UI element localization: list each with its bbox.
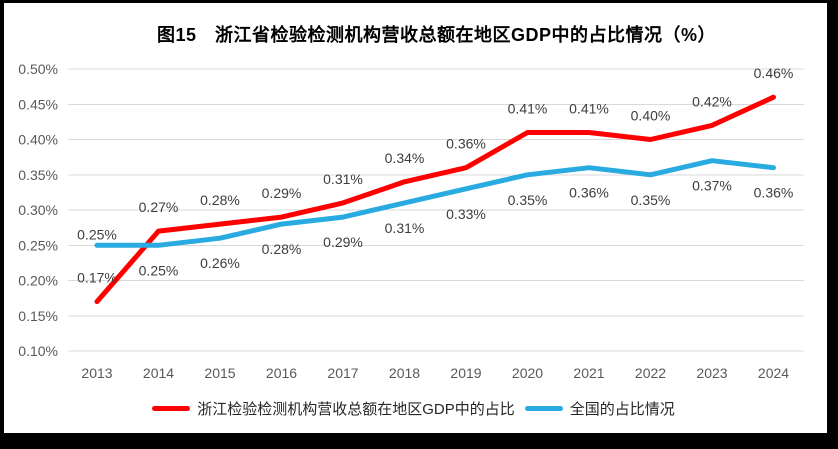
data-label-1-2019: 0.33%	[446, 206, 486, 222]
data-label-1-2017: 0.29%	[323, 234, 363, 250]
data-label-1-2023: 0.37%	[692, 178, 732, 194]
data-label-1-2020: 0.35%	[508, 192, 548, 208]
x-tick-label: 2017	[327, 365, 358, 381]
data-label-1-2013: 0.25%	[77, 226, 117, 242]
x-tick-label: 2013	[81, 365, 112, 381]
data-label-1-2018: 0.31%	[385, 220, 425, 236]
data-label-0-2014: 0.27%	[139, 199, 179, 215]
data-label-1-2015: 0.26%	[200, 255, 240, 271]
data-label-1-2016: 0.28%	[262, 241, 302, 257]
y-tick-label: 0.10%	[18, 343, 58, 359]
y-tick-label: 0.35%	[18, 167, 58, 183]
data-label-0-2013: 0.17%	[77, 270, 117, 286]
legend-item-0: 浙江检验检测机构营收总额在地区GDP中的占比	[152, 398, 515, 419]
data-label-0-2021: 0.41%	[569, 100, 609, 116]
data-label-0-2019: 0.36%	[446, 136, 486, 152]
x-tick-label: 2016	[266, 365, 297, 381]
data-label-1-2024: 0.36%	[754, 185, 794, 201]
legend-label: 全国的占比情况	[569, 401, 675, 418]
chart-title: 图15 浙江省检验检测机构营收总额在地区GDP中的占比情况（%）	[156, 25, 717, 45]
chart-canvas	[4, 3, 827, 433]
x-tick-label: 2014	[143, 365, 174, 381]
x-tick-label: 2020	[512, 365, 543, 381]
y-tick-label: 0.40%	[18, 132, 58, 148]
data-label-1-2022: 0.35%	[631, 192, 671, 208]
data-label-0-2016: 0.29%	[262, 185, 302, 201]
legend-line-icon	[524, 406, 563, 411]
y-tick-label: 0.30%	[18, 202, 58, 218]
data-label-0-2020: 0.41%	[508, 100, 548, 116]
data-label-0-2023: 0.42%	[692, 93, 732, 109]
y-tick-label: 0.20%	[18, 273, 58, 289]
series-line-1	[94, 158, 776, 248]
legend-line-icon	[152, 406, 191, 411]
chart-legend: 浙江检验检测机构营收总额在地区GDP中的占比 全国的占比情况	[0, 398, 827, 419]
legend-item-1: 全国的占比情况	[524, 398, 675, 419]
x-tick-label: 2018	[389, 365, 420, 381]
data-label-0-2017: 0.31%	[323, 171, 363, 187]
y-tick-label: 0.15%	[18, 308, 58, 324]
y-tick-label: 0.25%	[18, 237, 58, 253]
data-label-0-2018: 0.34%	[385, 150, 425, 166]
data-label-0-2022: 0.40%	[631, 108, 671, 124]
x-tick-label: 2024	[758, 365, 789, 381]
y-tick-label: 0.50%	[18, 61, 58, 77]
legend-label: 浙江检验检测机构营收总额在地区GDP中的占比	[197, 401, 515, 418]
x-tick-label: 2019	[450, 365, 481, 381]
data-label-1-2021: 0.36%	[569, 185, 609, 201]
data-label-1-2014: 0.25%	[139, 262, 179, 278]
x-tick-label: 2015	[204, 365, 235, 381]
x-tick-label: 2021	[573, 365, 604, 381]
x-tick-label: 2023	[696, 365, 727, 381]
y-tick-label: 0.45%	[18, 96, 58, 112]
data-label-0-2024: 0.46%	[754, 65, 794, 81]
series-line-0	[94, 94, 776, 305]
data-label-0-2015: 0.28%	[200, 192, 240, 208]
x-tick-label: 2022	[635, 365, 666, 381]
